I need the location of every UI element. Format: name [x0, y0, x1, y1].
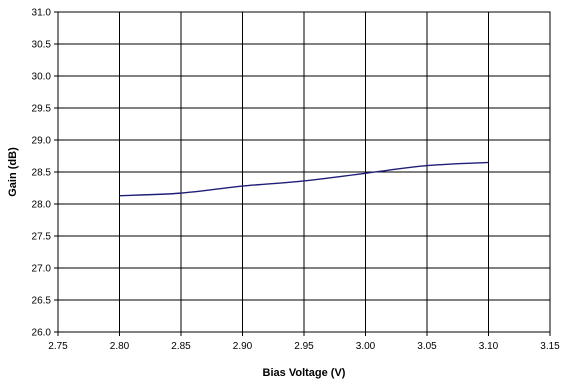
- y-tick-label: 31.0: [32, 8, 52, 19]
- y-axis-ticks: 31.0 30.5 30.0 29.5 29.0 28.5 28.0 27.5 27.0 26.5…: [32, 8, 58, 339]
- y-tick-label: 29.5: [32, 104, 52, 115]
- y-tick-label: 26.0: [32, 328, 52, 339]
- y-tick-label: 30.0: [32, 72, 52, 83]
- y-tick-label: 27.5: [32, 232, 52, 243]
- x-axis-label: Bias Voltage (V): [263, 367, 346, 379]
- y-tick-label: 28.0: [32, 200, 52, 211]
- x-tick-label: 2.95: [294, 341, 314, 352]
- series-line-0: [119, 161, 489, 197]
- x-tick-label: 3.05: [417, 341, 437, 352]
- y-tick-label: 26.5: [32, 296, 52, 307]
- x-tick-label: 2.80: [110, 341, 130, 352]
- y-tick-label: 28.5: [32, 168, 52, 179]
- y-tick-label: 30.5: [32, 40, 52, 51]
- x-tick-label: 2.90: [233, 341, 253, 352]
- x-tick-label: 2.75: [48, 341, 68, 352]
- x-tick-label: 3.10: [479, 341, 499, 352]
- x-axis-ticks: 2.75 2.80 2.85 2.90 2.95 3.00 3.05 3.10 3.15: [48, 332, 560, 352]
- x-tick-label: 3.15: [540, 341, 560, 352]
- series-group: [119, 161, 489, 197]
- y-tick-label: 27.0: [32, 264, 52, 275]
- y-tick-label: 29.0: [32, 136, 52, 147]
- x-tick-label: 2.85: [171, 341, 191, 352]
- x-tick-label: 3.00: [356, 341, 376, 352]
- y-axis-label: Gain (dB): [7, 147, 19, 197]
